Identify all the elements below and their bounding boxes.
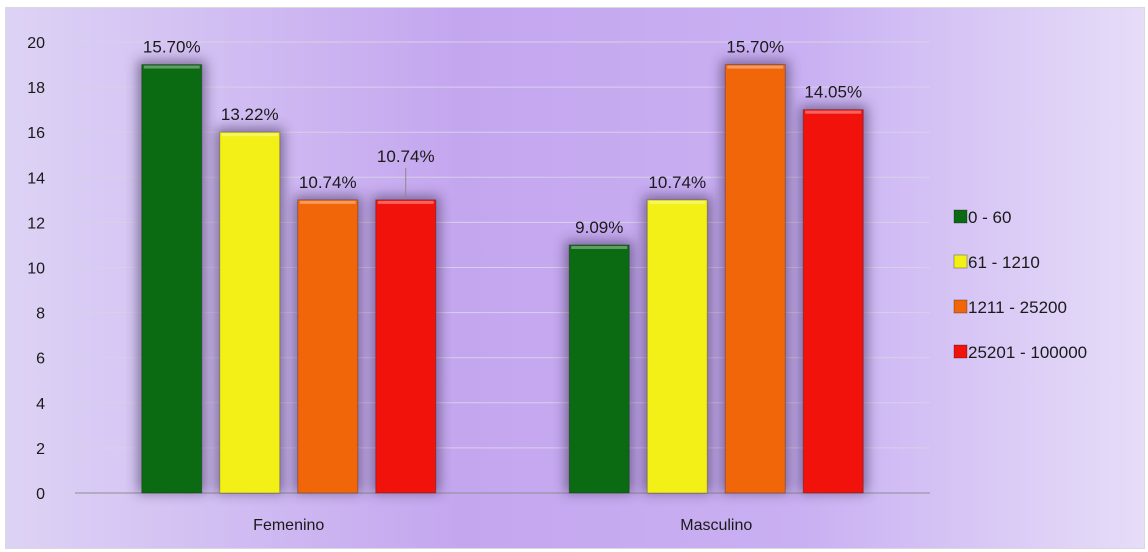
bar-highlight (299, 200, 356, 204)
bar-highlight (571, 245, 628, 249)
legend-label: 61 - 1210 (968, 253, 1040, 272)
y-tick-label: 8 (36, 306, 45, 323)
y-tick-label: 10 (27, 261, 45, 278)
y-tick-label: 14 (27, 170, 45, 187)
legend-swatch (953, 299, 968, 314)
y-tick-label: 20 (27, 35, 45, 52)
bar-highlight (727, 65, 784, 69)
data-label: 10.74% (648, 173, 706, 192)
data-label: 15.70% (726, 38, 784, 57)
y-tick-label: 6 (36, 351, 45, 368)
y-tick-label: 0 (36, 486, 45, 503)
bar-highlight (377, 200, 434, 204)
legend-label: 25201 - 100000 (968, 343, 1087, 362)
data-label: 13.22% (221, 105, 279, 124)
y-tick-label: 12 (27, 215, 45, 232)
y-tick-label: 2 (36, 441, 45, 458)
data-label: 10.74% (377, 147, 435, 166)
data-label: 14.05% (804, 83, 862, 102)
bar (802, 109, 864, 494)
data-label: 9.09% (575, 218, 623, 237)
legend-swatch (953, 344, 968, 359)
bar-highlight (221, 133, 278, 137)
y-tick-label: 18 (27, 80, 45, 97)
legend-swatch (953, 254, 968, 269)
data-label: 15.70% (143, 38, 201, 57)
bar (375, 199, 437, 494)
legend-swatch (953, 209, 968, 224)
legend-label: 0 - 60 (968, 208, 1011, 227)
legend-label: 1211 - 25200 (968, 298, 1067, 317)
data-label: 10.74% (299, 173, 357, 192)
x-category-label: Masculino (680, 517, 752, 534)
bar-highlight (805, 110, 862, 114)
bar (568, 244, 630, 494)
bar (724, 64, 786, 494)
x-category-label: Femenino (253, 517, 324, 534)
bar-highlight (649, 200, 706, 204)
y-tick-label: 16 (27, 125, 45, 142)
bar (219, 131, 281, 494)
bar (297, 199, 359, 494)
bar (646, 199, 708, 494)
y-tick-label: 4 (36, 396, 45, 413)
bar (141, 64, 203, 494)
bar-highlight (143, 65, 200, 69)
